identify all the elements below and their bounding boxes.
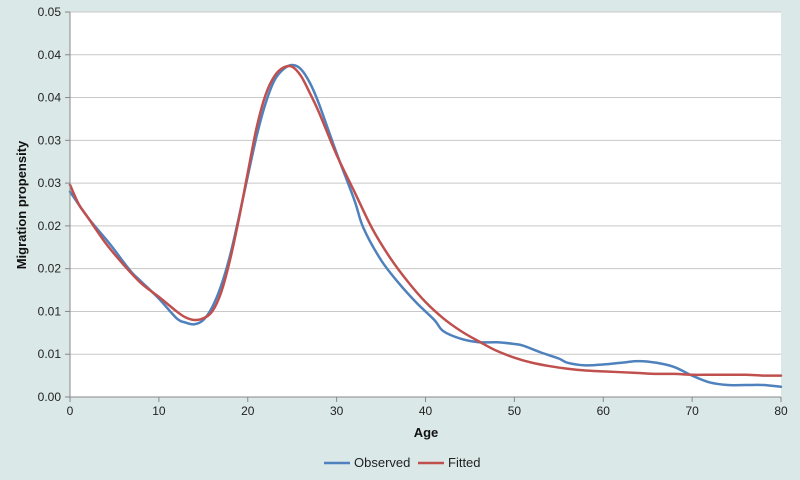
y-tick-label: 0.04 [38,48,62,62]
legend-label-fitted: Fitted [448,455,481,470]
y-tick-label: 0.01 [38,304,62,318]
x-tick-label: 10 [152,404,166,418]
legend-label-observed: Observed [354,455,410,470]
plot-area [70,12,781,397]
y-tick-label: 0.00 [38,390,62,404]
x-axis-title: Age [414,425,439,440]
series-line-observed [68,63,783,388]
x-tick-label: 50 [508,404,522,418]
y-tick-label: 0.02 [38,262,62,276]
y-tick-label: 0.05 [38,5,62,19]
x-tick-label: 30 [330,404,344,418]
x-tick-label: 40 [419,404,433,418]
y-tick-label: 0.04 [38,91,62,105]
x-tick-label: 70 [685,404,699,418]
x-tick-label: 20 [241,404,255,418]
y-tick-label: 0.02 [38,219,62,233]
x-tick-label: 60 [597,404,611,418]
series-line-fitted [68,64,783,377]
y-tick-label: 0.01 [38,347,62,361]
y-axis-ticks: 0.00 0.01 0.01 0.02 0.02 0.03 0.03 0.04 0.04 0.05 [38,5,70,404]
y-tick-label: 0.03 [38,133,62,147]
y-tick-label: 0.03 [38,176,62,190]
x-tick-label: 0 [67,404,74,418]
series-lines [68,63,783,388]
x-tick-label: 80 [774,404,788,418]
x-axis-ticks: 0 10 20 30 40 50 60 70 80 [67,397,788,418]
legend: Observed Fitted [324,455,481,470]
y-axis-title: Migration propensity [14,140,29,269]
